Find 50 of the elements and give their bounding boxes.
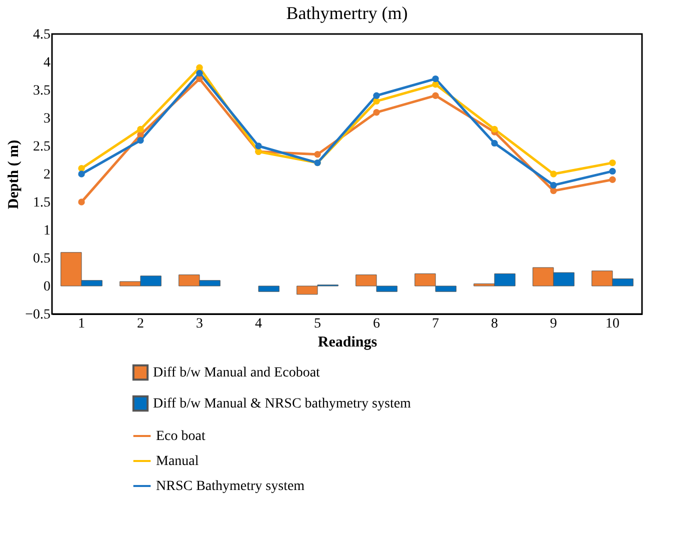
point [255,142,262,150]
x-tick-label: 8 [491,316,498,332]
point [78,198,85,206]
point [78,165,85,172]
point [137,126,144,133]
y-tick-label: 3.5 [33,84,50,98]
x-tick-label: 4 [255,316,262,332]
chart-title: Bathymertry (m) [286,3,408,23]
legend-label: Manual [156,454,199,469]
point [432,75,439,82]
point [491,140,498,147]
point [432,92,439,99]
point [314,151,321,158]
bar [258,286,280,292]
point [196,70,203,77]
point [491,126,498,133]
point [609,168,616,175]
y-tick-label: 0 [44,280,50,294]
y-tick-label: 3 [44,112,50,126]
legend-label: NRSC Bathymetry system [156,479,305,494]
y-tick-label: 2.5 [33,140,50,154]
point [78,170,85,178]
y-tick-label: 4 [44,56,50,70]
y-tick-label: 0.5 [33,252,50,266]
point [373,92,380,99]
point [609,159,616,166]
x-tick-label: 9 [550,316,557,332]
x-tick-label: 1 [78,316,85,332]
point [550,170,557,178]
point [550,182,557,189]
point [373,98,380,105]
x-tick-label: 2 [137,316,144,332]
y-tick-label: 1 [44,224,50,238]
x-axis-title: Readings [318,334,378,350]
legend-label: Eco boat [156,429,206,444]
x-tick-label: 10 [606,316,620,332]
legend-label: Diff b/w Manual & NRSC bathymetry system [153,396,412,412]
x-tick-label: 6 [373,316,380,332]
x-tick-label: 3 [196,316,203,332]
y-tick-label: −0.5 [25,308,50,322]
y-axis-title: Depth ( m) [6,140,22,210]
y-tick-label: 1.5 [33,196,50,210]
y-tick-label: 4.5 [33,28,50,42]
x-tick-label: 5 [314,316,321,332]
point [609,176,616,183]
x-tick-label: 7 [432,316,439,332]
point [373,109,380,116]
point [137,137,144,144]
y-tick-label: 2 [44,168,50,182]
legend-label: Diff b/w Manual and Ecoboat [153,366,320,380]
